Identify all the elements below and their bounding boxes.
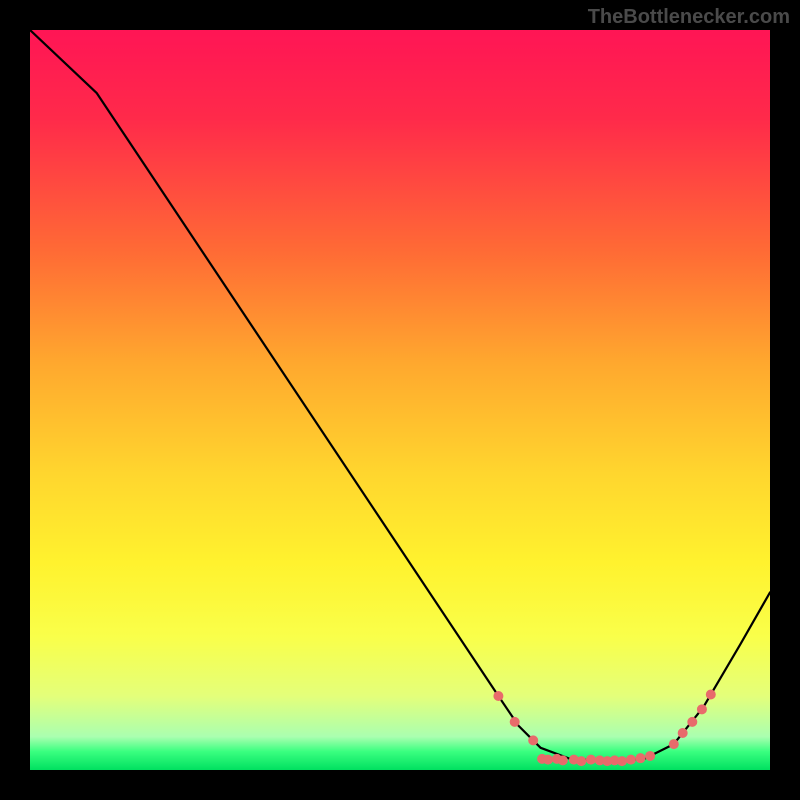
scatter-point — [493, 691, 503, 701]
chart-container — [30, 30, 770, 770]
watermark-text: TheBottlenecker.com — [588, 6, 790, 29]
scatter-point — [576, 756, 586, 766]
scatter-point — [528, 735, 538, 745]
scatter-point — [636, 753, 646, 763]
scatter-point — [687, 717, 697, 727]
scatter-point — [678, 728, 688, 738]
scatter-point — [510, 717, 520, 727]
chart-svg — [30, 30, 770, 770]
scatter-point — [558, 755, 568, 765]
scatter-point — [543, 755, 553, 765]
scatter-point — [697, 704, 707, 714]
scatter-point — [645, 751, 655, 761]
scatter-point — [706, 690, 716, 700]
scatter-point — [617, 756, 627, 766]
chart-background — [30, 30, 770, 770]
scatter-point — [626, 755, 636, 765]
scatter-point — [669, 739, 679, 749]
scatter-point — [586, 755, 596, 765]
